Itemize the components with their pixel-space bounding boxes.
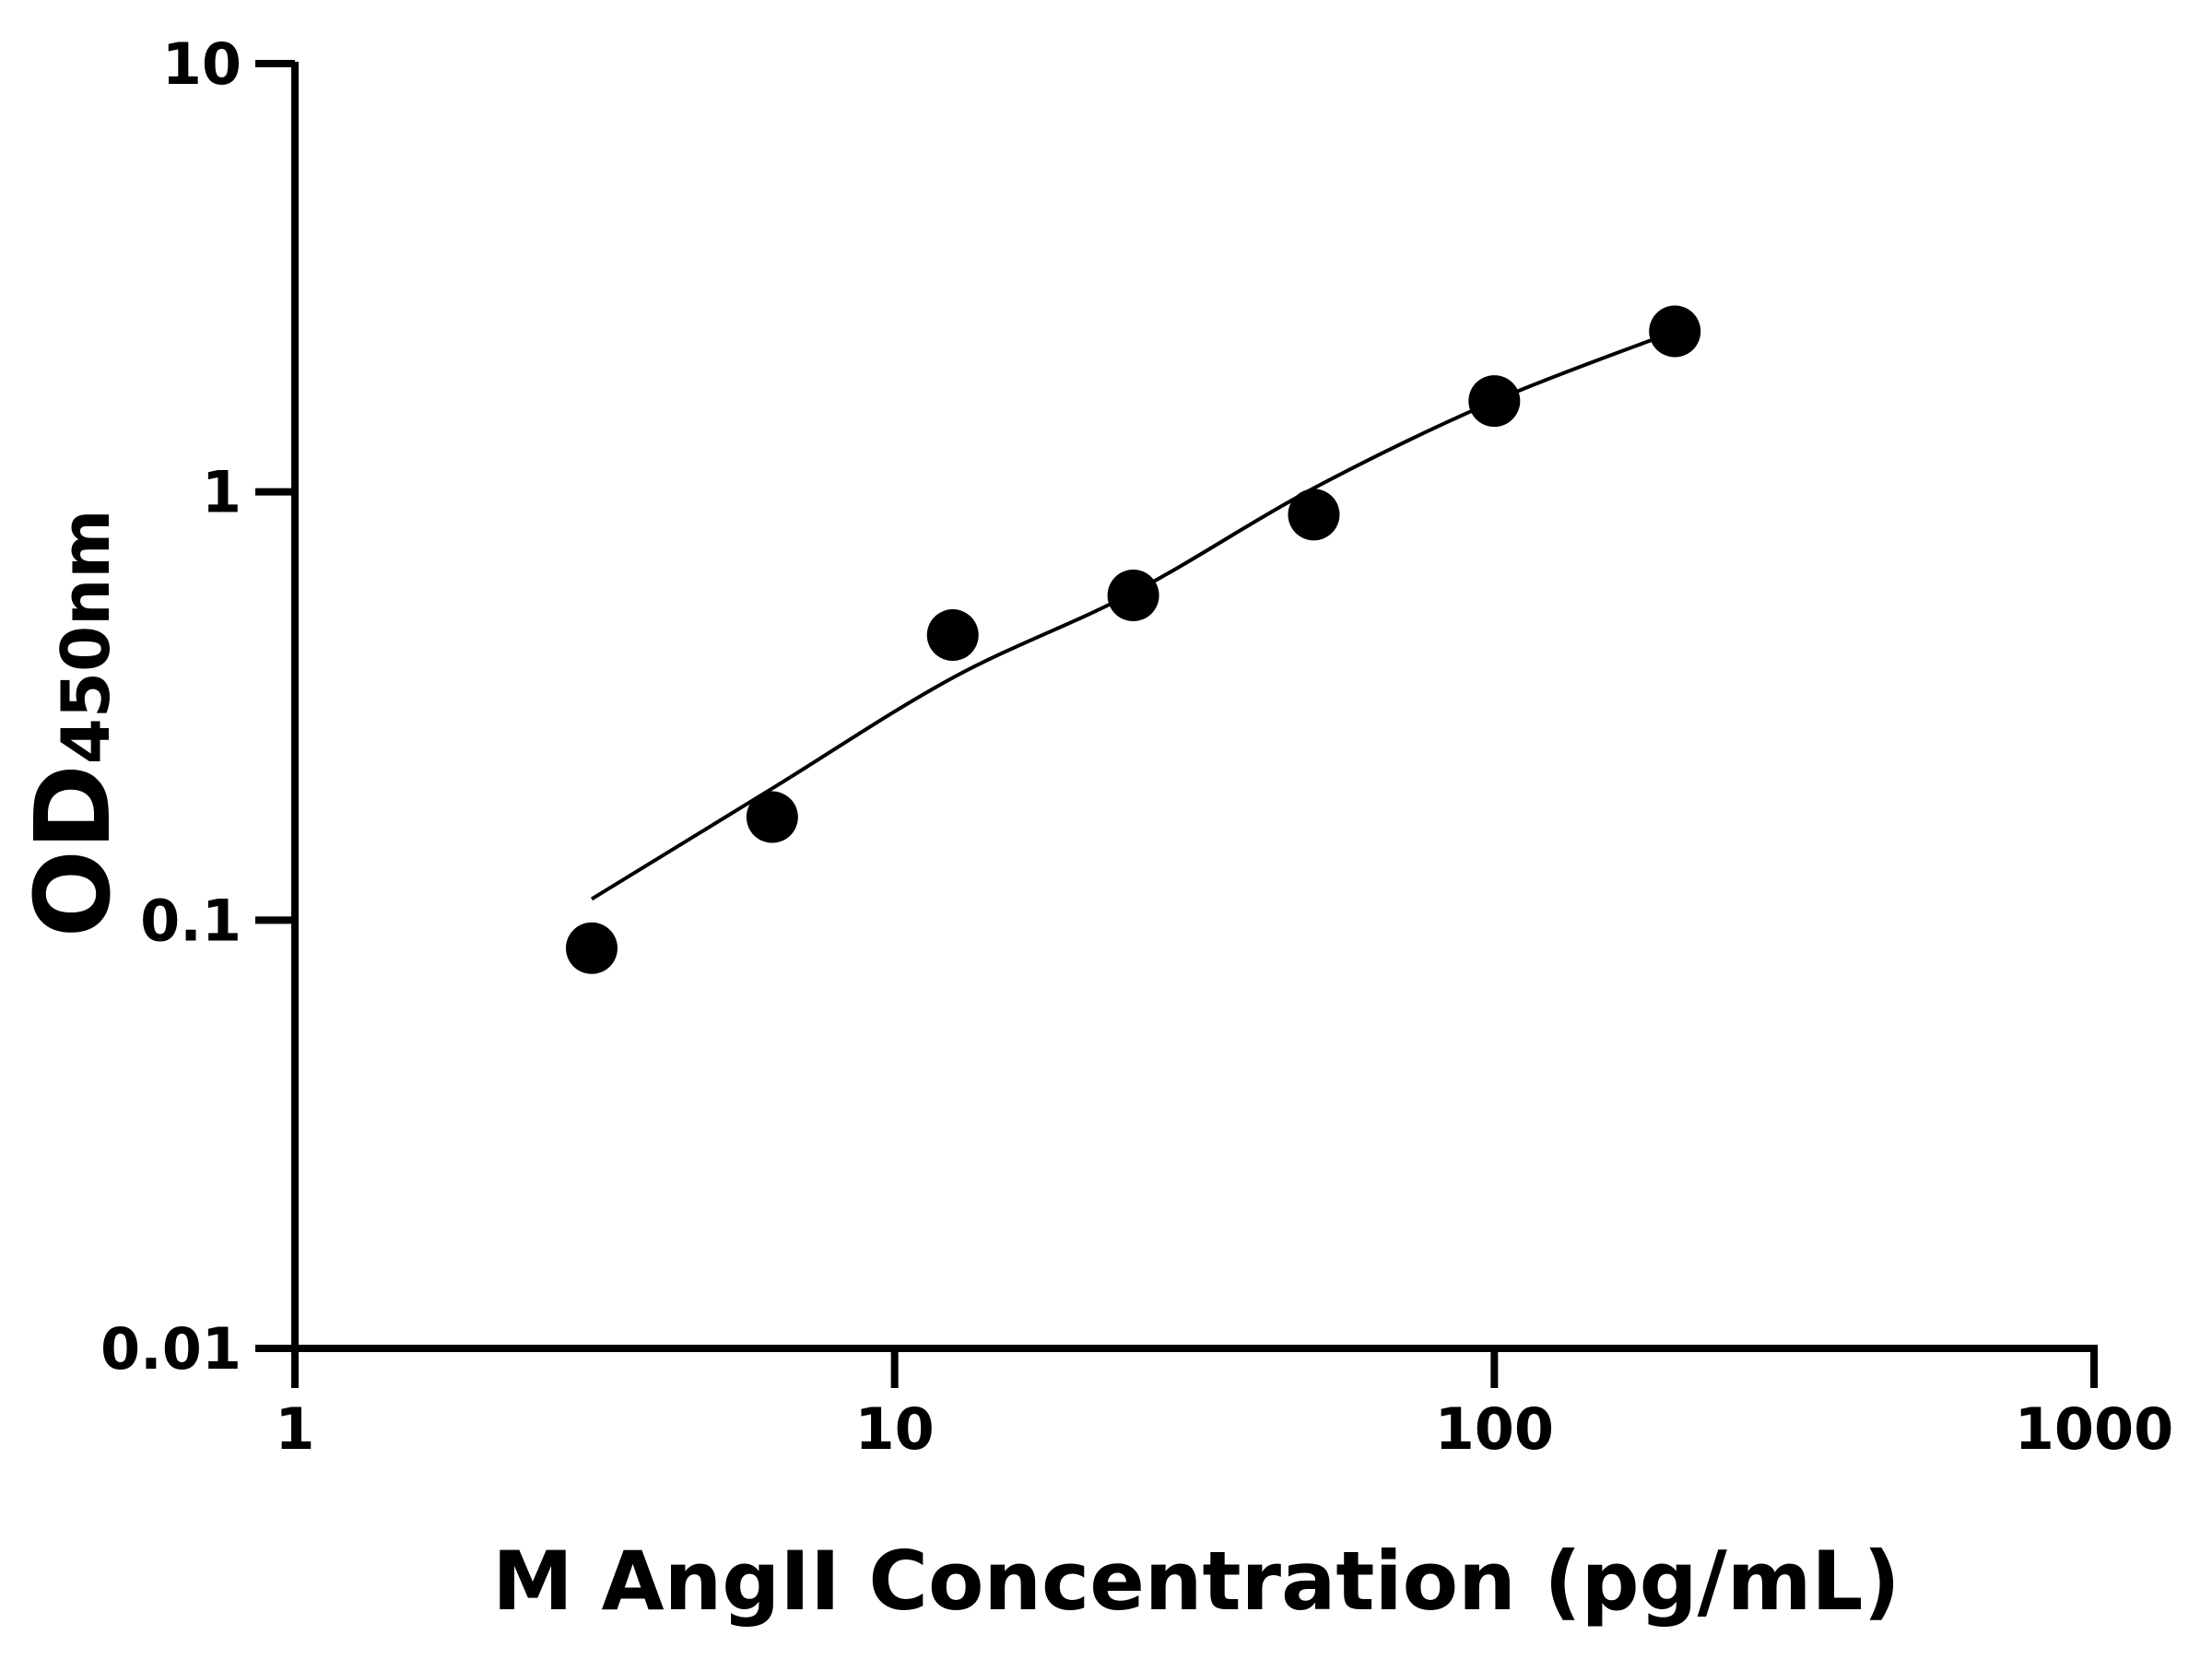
y-axis-label-main: OD [14,764,134,937]
y-axis-label-subscript: 450nm [47,510,124,765]
y-tick-label: 0.01 [100,1315,241,1382]
data-point [1107,570,1159,622]
tick-labels: 1 10 100 1000 0.01 0.1 1 10 [100,30,2173,1463]
x-axis-label: M AngII Concentration (pg/mL) [492,1534,1900,1629]
axes [255,60,2098,1388]
x-tick-label: 1000 [2015,1395,2174,1463]
y-axis-label: OD450nm [14,510,134,938]
x-tick-label: 10 [855,1395,935,1463]
data-point [1649,305,1701,358]
y-tick-label: 1 [202,459,241,526]
data-point [1288,488,1340,541]
data-point [746,791,798,843]
y-tick-label: 0.1 [140,887,241,954]
svg-text:OD450nm: OD450nm [14,510,134,938]
x-tick-label: 1 [275,1395,314,1463]
data-point [565,922,618,974]
data-point [1468,375,1521,428]
x-tick-label: 100 [1435,1395,1554,1463]
data-point [926,609,979,662]
y-tick-label: 10 [162,30,241,98]
data-points [565,305,1701,974]
